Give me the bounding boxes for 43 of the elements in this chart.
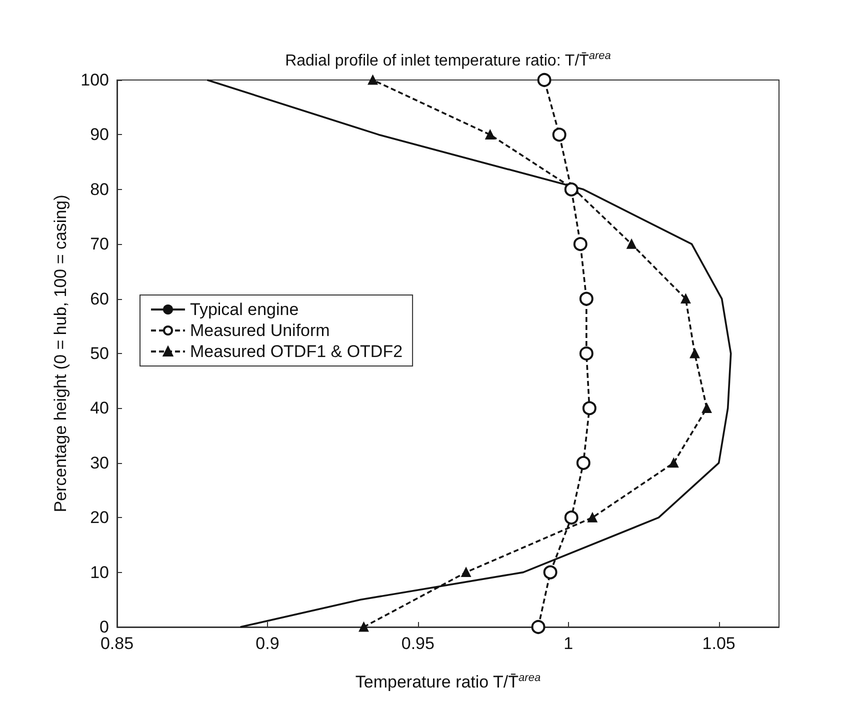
point [579,346,594,360]
y-tick-label: 10 [90,562,109,582]
legend-label: Measured Uniform [190,321,330,340]
point [702,403,712,413]
point [690,348,700,358]
point [552,128,566,142]
x-tick-label: 0.9 [256,634,280,653]
point [576,456,590,470]
y-tick-label: 0 [100,618,109,636]
x-axis-title: Temperature ratio T/T̄$^{area}$ [354,672,542,693]
y-tick-label: 80 [90,180,109,199]
y-tick-label: 100 [80,70,109,90]
y-tick-label: 90 [90,125,109,144]
y-tick-label: 20 [90,508,109,528]
point [358,622,368,632]
x-tick-label: 0.85 [100,634,134,653]
y-tick-label: 70 [90,234,109,254]
point [368,75,378,85]
point [543,565,558,580]
point [680,294,690,304]
y-axis-title: Percentage height (0 = hub, 100 = casing) [51,194,70,512]
point [626,239,636,249]
point [564,510,578,525]
point [485,130,495,140]
point [564,182,578,196]
point [573,237,588,252]
x-tick-label: 1 [564,634,574,653]
point [668,458,678,468]
y-tick-label: 50 [90,344,109,363]
point [582,401,596,416]
point [579,292,594,306]
y-tick-label: 30 [90,453,109,472]
chart-title: Radial profile of inlet temperature ratio: T/T̄$^{area}$ [284,50,612,70]
y-tick-label: 40 [90,398,109,418]
legend-label: Typical engine [190,300,299,319]
legend-label: Measured OTDF1 & OTDF2 [190,342,403,361]
point [531,620,546,634]
point [537,73,552,87]
point [461,568,471,578]
y-tick-label: 60 [90,289,109,308]
point [588,512,598,522]
x-tick-label: 0.95 [401,634,434,653]
x-tick-label: 1.05 [702,634,736,653]
